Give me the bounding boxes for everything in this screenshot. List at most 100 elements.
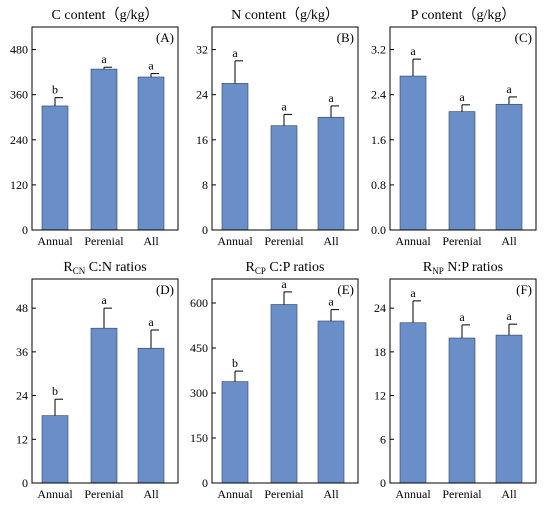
panel-4: RCN C:N ratios b Annual a Perenial a All 0 12 24 3… <box>16 260 179 501</box>
y-tick-label: 0 <box>22 223 28 237</box>
chart-title-main: R <box>63 260 73 275</box>
y-tick-label: 8 <box>202 178 208 192</box>
bar-all <box>137 347 165 484</box>
bar-perenial <box>270 304 298 484</box>
y-tick-label: 120 <box>10 178 28 192</box>
y-tick-label: 18 <box>374 345 386 359</box>
y-tick-label: 0.0 <box>371 223 386 237</box>
bar-annual <box>221 83 249 231</box>
panel-3: P content（g/kg） a Annual a Perenial a All 0.0 0.… <box>371 7 537 248</box>
plot-frame <box>211 278 359 484</box>
y-tick-label: 0.8 <box>371 178 386 192</box>
y-tick-label: 480 <box>10 43 28 57</box>
significance-label: a <box>281 99 287 113</box>
chart-title-main: C content（g/kg） <box>52 7 159 23</box>
significance-label: a <box>459 310 465 324</box>
x-tick-label: Perenial <box>84 234 124 248</box>
x-tick-label: All <box>501 487 517 501</box>
x-tick-label: Annual <box>217 487 253 501</box>
panel-tag: (E) <box>337 282 354 297</box>
bar-annual <box>399 75 427 231</box>
y-tick-label: 2.4 <box>371 88 386 102</box>
x-tick-label: All <box>501 234 517 248</box>
x-tick-label: Annual <box>395 487 431 501</box>
chart-title: P content（g/kg） <box>411 7 516 23</box>
x-tick-label: Annual <box>37 234 73 248</box>
significance-label: b <box>52 384 58 398</box>
chart-title-subscript: CN <box>73 266 86 276</box>
chart-title: RCN C:N ratios <box>63 260 146 276</box>
y-tick-label: 32 <box>196 43 208 57</box>
bar-perenial <box>90 327 118 484</box>
bar-perenial <box>270 125 298 231</box>
x-tick-label: All <box>323 487 339 501</box>
y-tick-label: 300 <box>190 386 208 400</box>
x-tick-label: Perenial <box>84 487 124 501</box>
chart-title-main: P content（g/kg） <box>411 7 516 23</box>
chart-title-main: R <box>423 260 433 275</box>
panel-1: C content（g/kg） b Annual a Perenial a All 0 120 2… <box>10 7 179 248</box>
x-tick-label: Perenial <box>442 234 482 248</box>
panel-tag: (C) <box>515 30 532 45</box>
bar-all <box>137 76 165 231</box>
y-tick-label: 1.6 <box>371 133 386 147</box>
bar-all <box>317 116 345 231</box>
chart-title: C content（g/kg） <box>52 7 159 23</box>
chart-title-rest: C:P ratios <box>266 260 325 275</box>
significance-label: a <box>148 59 154 73</box>
y-tick-label: 0 <box>202 223 208 237</box>
y-tick-label: 24 <box>374 301 386 315</box>
significance-label: b <box>52 83 58 97</box>
bar-perenial <box>448 111 476 231</box>
bar-perenial <box>90 68 118 231</box>
significance-label: a <box>148 315 154 329</box>
chart-title: RNP N:P ratios <box>423 260 503 276</box>
significance-label: a <box>101 52 107 66</box>
panel-5: RCP C:P ratios b Annual a Perenial a All 0 150 30… <box>190 260 359 501</box>
plot-frame <box>31 26 179 231</box>
y-tick-label: 0 <box>22 476 28 490</box>
y-tick-label: 450 <box>190 341 208 355</box>
x-tick-label: Annual <box>37 487 73 501</box>
y-tick-label: 24 <box>16 389 28 403</box>
bar-annual <box>399 322 427 484</box>
bar-annual <box>41 415 69 484</box>
bar-perenial <box>448 337 476 484</box>
y-tick-label: 240 <box>10 133 28 147</box>
chart-title-rest: N:P ratios <box>444 260 503 275</box>
y-tick-label: 24 <box>196 88 208 102</box>
plot-frame <box>211 26 359 231</box>
x-tick-label: Perenial <box>264 487 304 501</box>
significance-label: a <box>328 91 334 105</box>
bar-annual <box>41 105 69 231</box>
x-tick-label: Perenial <box>264 234 304 248</box>
y-tick-label: 0 <box>380 476 386 490</box>
panel-2: N content（g/kg） a Annual a Perenial a All 0 8 16 2… <box>196 7 359 248</box>
y-tick-label: 360 <box>10 88 28 102</box>
y-tick-label: 36 <box>16 345 28 359</box>
plot-frame <box>389 278 537 484</box>
chart-title: RCP C:P ratios <box>246 260 325 276</box>
chart-title-main: N content（g/kg） <box>231 7 339 23</box>
y-tick-label: 16 <box>196 133 208 147</box>
chart-title-subscript: CP <box>255 266 266 276</box>
chart-title-subscript: NP <box>432 266 444 276</box>
panel-tag: (D) <box>156 282 174 297</box>
y-tick-label: 6 <box>380 432 386 446</box>
x-tick-label: All <box>143 487 159 501</box>
panel-6: RNP N:P ratios a Annual a Perenial a All 0 6 12 18… <box>374 260 537 501</box>
panel-tag: (B) <box>337 30 354 45</box>
y-tick-label: 600 <box>190 296 208 310</box>
y-tick-label: 0 <box>202 476 208 490</box>
y-tick-label: 12 <box>374 389 386 403</box>
significance-label: a <box>506 82 512 96</box>
y-tick-label: 12 <box>16 432 28 446</box>
x-tick-label: Annual <box>217 234 253 248</box>
significance-label: a <box>232 46 238 60</box>
y-tick-label: 3.2 <box>371 43 386 57</box>
x-tick-label: Annual <box>395 234 431 248</box>
plot-frame <box>389 26 537 231</box>
y-tick-label: 48 <box>16 301 28 315</box>
x-tick-label: All <box>143 234 159 248</box>
panel-tag: (F) <box>516 282 532 297</box>
